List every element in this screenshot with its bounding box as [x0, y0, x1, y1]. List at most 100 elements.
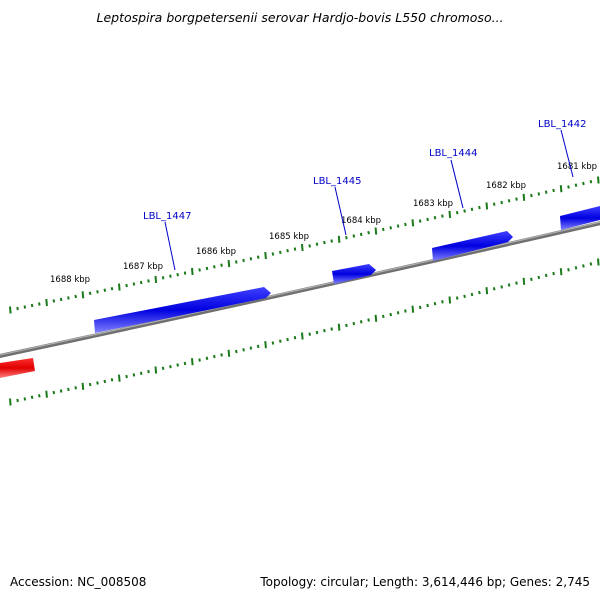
gene-label-lbl-1445[interactable]: LBL_1445	[313, 176, 361, 187]
outer-tick-mark	[537, 192, 541, 196]
outer-tick-mark	[169, 274, 172, 278]
inner-tick-mark	[132, 373, 136, 377]
outer-tick-mark	[103, 288, 107, 292]
outer-tick-mark	[308, 244, 311, 248]
inner-tick-mark	[81, 382, 85, 390]
gene-label-lbl-1444[interactable]: LBL_1444	[429, 148, 477, 159]
inner-tick-mark	[396, 311, 400, 315]
inner-tick-mark	[404, 309, 407, 313]
tick-label-1688: 1688 kbp	[50, 275, 90, 285]
inner-tick-mark	[463, 294, 466, 298]
inner-tick-mark	[345, 323, 348, 328]
inner-tick-mark	[559, 268, 563, 276]
tick-label-1682: 1682 kbp	[486, 181, 526, 191]
inner-tick-mark	[470, 292, 474, 297]
inner-tick-mark	[139, 371, 143, 375]
outer-tick-mark	[198, 268, 201, 272]
outer-tick-mark	[478, 205, 481, 210]
gene-label-lbl-1442[interactable]: LBL_1442	[538, 119, 586, 130]
inner-tick-mark	[330, 327, 333, 331]
inner-tick-mark	[382, 314, 385, 319]
outer-tick-mark	[271, 252, 275, 256]
tick-label-1687: 1687 kbp	[123, 262, 163, 272]
outer-tick-mark	[96, 290, 99, 294]
outer-tick-mark	[345, 236, 348, 240]
outer-tick-mark	[315, 242, 319, 246]
inner-tick-mark	[286, 337, 289, 342]
inner-tick-mark	[323, 329, 326, 333]
inner-tick-track	[9, 258, 600, 406]
gene-label-lbl-1447[interactable]: LBL_1447	[143, 211, 191, 222]
outer-tick-mark	[183, 271, 187, 275]
inner-tick-mark	[45, 390, 48, 398]
gene-lbl-1445[interactable]	[332, 264, 376, 284]
outer-tick-mark	[286, 249, 289, 253]
outer-tick-mark	[9, 306, 12, 314]
outer-tick-mark	[205, 266, 209, 271]
outer-tick-mark	[485, 202, 489, 210]
outer-tick-mark	[559, 185, 563, 193]
tick-label-1686: 1686 kbp	[196, 247, 236, 257]
outer-tick-mark	[411, 219, 415, 227]
inner-tick-mark	[433, 302, 437, 306]
inner-tick-mark	[485, 287, 489, 295]
outer-tick-mark	[582, 181, 585, 186]
outer-tick-mark	[589, 180, 593, 184]
inner-tick-mark	[249, 346, 253, 350]
tick-label-1683: 1683 kbp	[413, 199, 453, 209]
outer-tick-mark	[544, 190, 548, 194]
outer-tick-mark	[330, 239, 333, 243]
gene-lbl-1444[interactable]	[432, 231, 513, 261]
inner-tick-mark	[220, 353, 223, 357]
inner-tick-mark	[191, 358, 194, 366]
gene-lbl-1442[interactable]	[560, 206, 600, 230]
outer-tick-mark	[74, 294, 77, 299]
outer-tick-mark	[191, 267, 194, 276]
leader-line-lbl-1444	[450, 159, 464, 209]
leader-line-lbl-1442	[560, 129, 574, 178]
outer-tick-mark	[597, 176, 600, 184]
genome-summary-text: Topology: circular; Length: 3,614,446 bp…	[260, 575, 590, 589]
gene-reverse-left[interactable]	[0, 358, 35, 378]
inner-tick-mark	[103, 379, 107, 384]
inner-tick-mark	[271, 341, 275, 345]
outer-tick-mark	[38, 302, 41, 306]
outer-tick-mark	[574, 183, 578, 187]
inner-tick-mark	[161, 366, 165, 370]
outer-tick-mark	[242, 258, 245, 263]
gene-lbl-1447[interactable]	[94, 287, 271, 333]
inner-tick-mark	[308, 332, 311, 336]
inner-tick-mark	[507, 283, 511, 287]
outer-tick-mark	[16, 306, 19, 311]
inner-tick-mark	[515, 281, 518, 285]
inner-tick-mark	[367, 318, 370, 322]
inner-tick-mark	[235, 349, 238, 354]
inner-tick-mark	[537, 275, 541, 280]
tick-label-1684: 1684 kbp	[341, 216, 381, 226]
outer-tick-mark	[264, 252, 267, 260]
inner-tick-mark	[264, 341, 267, 349]
outer-tick-mark	[448, 210, 452, 218]
outer-tick-mark	[154, 275, 158, 283]
inner-tick-mark	[227, 349, 231, 357]
outer-tick-mark	[470, 207, 474, 211]
outer-tick-mark	[213, 265, 216, 269]
outer-tick-mark	[530, 193, 533, 198]
outer-tick-mark	[426, 217, 429, 222]
outer-tick-mark	[45, 298, 48, 307]
inner-tick-mark	[23, 397, 27, 401]
outer-tick-mark	[110, 287, 114, 291]
inner-tick-mark	[213, 354, 216, 359]
outer-tick-mark	[81, 291, 85, 299]
inner-tick-mark	[198, 358, 201, 362]
inner-tick-mark	[411, 305, 415, 313]
inner-tick-mark	[74, 386, 77, 390]
inner-tick-mark	[67, 387, 70, 392]
inner-tick-mark	[530, 277, 533, 281]
inner-tick-mark	[337, 323, 341, 331]
outer-tick-mark	[132, 282, 136, 286]
inner-tick-mark	[352, 321, 356, 326]
inner-tick-mark	[16, 398, 19, 403]
outer-tick-track	[9, 176, 600, 314]
